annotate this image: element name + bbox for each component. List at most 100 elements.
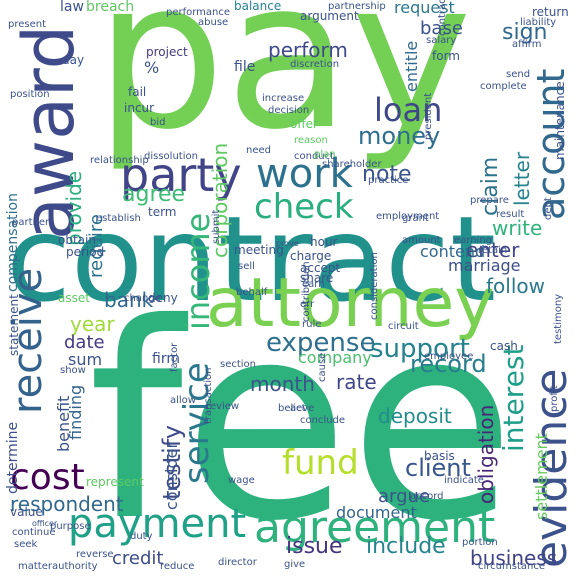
word-balance: balance bbox=[234, 0, 282, 13]
word-position: position bbox=[10, 89, 50, 100]
word-agree: agree bbox=[122, 182, 186, 207]
word-director: director bbox=[218, 557, 257, 568]
word-give: give bbox=[284, 559, 306, 570]
word-performance: performance bbox=[166, 7, 231, 18]
word-contribution: contribution bbox=[301, 261, 312, 322]
word-fail: fail bbox=[128, 85, 147, 99]
word-follow: follow bbox=[486, 274, 545, 298]
word-issue: issue bbox=[286, 534, 343, 559]
word-value: value bbox=[10, 505, 43, 519]
word-company: company bbox=[298, 348, 372, 367]
word-contract: contract bbox=[6, 190, 497, 328]
word-section: section bbox=[220, 359, 257, 370]
word-circuit: circuit bbox=[388, 321, 419, 332]
word-letter: letter bbox=[510, 151, 534, 206]
word-rate: rate bbox=[336, 370, 377, 394]
word-review: review bbox=[206, 401, 240, 412]
word-continue: continue bbox=[12, 527, 56, 538]
word-term: term bbox=[148, 205, 177, 219]
word-affirm: affirm bbox=[512, 39, 542, 50]
word-debt: debt bbox=[543, 197, 554, 220]
word-seek: seek bbox=[14, 539, 38, 550]
word-conduct: conduct bbox=[294, 151, 335, 162]
word-allow: allow bbox=[170, 395, 196, 406]
word-entitle: entitle bbox=[402, 40, 421, 92]
word-employment: employment bbox=[376, 211, 440, 222]
word-enter: enter bbox=[466, 238, 520, 262]
word-partnership: partnership bbox=[328, 1, 386, 12]
word-cause: cause bbox=[317, 352, 328, 382]
word-bank: bank bbox=[104, 288, 154, 312]
word-breach: breach bbox=[86, 0, 135, 15]
word-officer: officer bbox=[32, 519, 58, 528]
word-fund: fund bbox=[282, 443, 359, 483]
word-date: date bbox=[64, 332, 105, 353]
word-maintenance: maintenance bbox=[553, 81, 567, 160]
word-return: return bbox=[532, 5, 569, 19]
word-decision: decision bbox=[268, 105, 310, 116]
word-deposit: deposit bbox=[378, 404, 452, 428]
word-argument: argument bbox=[300, 9, 359, 23]
word-present: present bbox=[8, 19, 47, 30]
word-claim: claim bbox=[478, 156, 503, 216]
word-factor: factor bbox=[169, 342, 180, 372]
word-request: request bbox=[394, 0, 455, 17]
word-salary: salary bbox=[426, 35, 457, 46]
word-determine: determine bbox=[5, 421, 21, 494]
word-employee: employee bbox=[424, 351, 474, 362]
word-interest: interest bbox=[497, 344, 530, 452]
word-project: project bbox=[146, 45, 188, 59]
word-file: file bbox=[234, 59, 256, 75]
word-hour: hour bbox=[310, 235, 338, 249]
word-transaction: transaction bbox=[203, 367, 214, 425]
word-contend: contend bbox=[420, 242, 486, 261]
word-law: law bbox=[60, 0, 84, 15]
word-period: period bbox=[66, 245, 105, 259]
word-err: err bbox=[300, 299, 315, 310]
word-wage: wage bbox=[228, 475, 255, 486]
word-dissolution: dissolution bbox=[144, 151, 198, 162]
word-year: year bbox=[70, 312, 115, 336]
word-send: send bbox=[506, 69, 531, 80]
word-check: check bbox=[254, 187, 354, 227]
word-prove: prove bbox=[276, 239, 299, 248]
word-result: result bbox=[496, 209, 525, 220]
word-settlement: settlement bbox=[532, 433, 551, 520]
word-payment: payment bbox=[68, 501, 247, 547]
word-reverse: reverse bbox=[76, 549, 114, 560]
word-record: record bbox=[410, 350, 487, 378]
word-incur: incur bbox=[124, 101, 155, 115]
word-partner: partner bbox=[12, 217, 50, 228]
word-increase: increase bbox=[262, 93, 305, 104]
word-money: money bbox=[358, 122, 441, 150]
word-purpose: purpose bbox=[50, 521, 91, 532]
word-profit: profit bbox=[549, 385, 560, 412]
word-need: need bbox=[246, 145, 271, 156]
word-perform: perform bbox=[268, 38, 348, 62]
word-share: share bbox=[300, 271, 334, 285]
word-indicate: indicate bbox=[444, 475, 484, 486]
word-sell: sell bbox=[238, 261, 255, 272]
word-day: day bbox=[62, 53, 85, 67]
word-cash: cash bbox=[490, 339, 518, 353]
word-believe: believe bbox=[278, 403, 315, 414]
word-change: change bbox=[124, 293, 161, 304]
word-write: write bbox=[492, 216, 543, 240]
word-compensation: compensation bbox=[5, 193, 21, 292]
word-establish: establish bbox=[96, 213, 141, 224]
word-marriage: marriage bbox=[448, 256, 521, 275]
word-obtain: obtain bbox=[58, 233, 96, 247]
word-percent: % bbox=[144, 58, 160, 77]
word-expense: expense bbox=[266, 328, 376, 358]
word-contractor: contractor bbox=[437, 0, 448, 36]
word-matterauthority: matterauthority bbox=[18, 561, 98, 572]
word-party: party bbox=[120, 148, 242, 202]
word-document: document bbox=[336, 503, 417, 522]
word-loan: loan bbox=[374, 91, 443, 129]
word-accord: accord bbox=[410, 491, 444, 502]
word-finding: finding bbox=[66, 384, 85, 440]
word-argue: argue bbox=[378, 486, 431, 507]
word-bid: bid bbox=[150, 117, 166, 128]
word-amount: amount bbox=[402, 235, 441, 246]
